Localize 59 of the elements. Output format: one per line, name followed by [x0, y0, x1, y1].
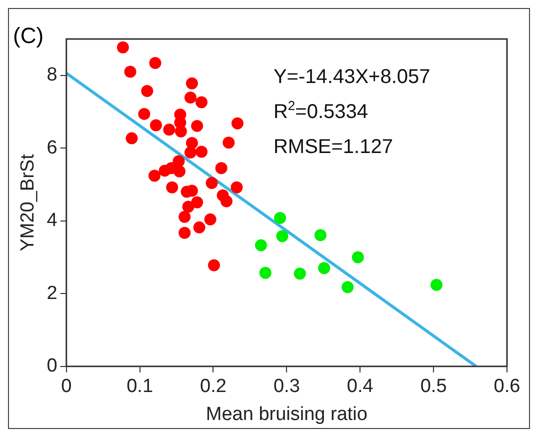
point [184, 92, 196, 104]
point [148, 170, 160, 182]
point [215, 162, 228, 174]
point [149, 57, 162, 70]
point [193, 221, 206, 234]
x-tick-label: 0.4 [346, 376, 374, 398]
x-tick-label: 0.6 [494, 376, 520, 398]
x-tick-label: 0.5 [420, 376, 447, 398]
x-axis-title: Mean bruising ratio [206, 404, 368, 425]
point [124, 66, 136, 78]
point [173, 165, 186, 178]
point [116, 41, 129, 54]
point [430, 278, 442, 291]
y-tick-label: 4 [46, 210, 58, 232]
point [191, 120, 204, 132]
annotation: Y=-14.43X+8.057 [273, 66, 430, 88]
point [186, 77, 198, 90]
y-tick-label: 2 [46, 282, 58, 304]
y-tick-label: 0 [46, 356, 58, 377]
point [141, 85, 154, 98]
point [231, 117, 244, 130]
point [254, 239, 267, 252]
point [276, 230, 288, 242]
point [178, 226, 191, 239]
point [138, 108, 150, 120]
point [342, 281, 354, 294]
x-tick-label: 0.2 [200, 376, 226, 398]
point [174, 125, 187, 138]
point [206, 177, 218, 190]
point [204, 213, 216, 226]
point [178, 210, 191, 223]
point [294, 268, 306, 280]
point [172, 155, 185, 168]
point [230, 181, 243, 194]
y-axis-title: YM20_BrSt [18, 153, 39, 252]
y-tick-label: 6 [46, 137, 58, 158]
chart-title: (C) [13, 23, 44, 48]
point [195, 96, 208, 108]
point [222, 136, 235, 149]
point [166, 181, 178, 194]
point [318, 262, 330, 274]
point [191, 196, 204, 208]
point [126, 132, 138, 144]
point [314, 229, 326, 242]
point [274, 212, 286, 224]
point [163, 124, 176, 136]
annotation: RMSE=1.127 [273, 136, 393, 158]
x-tick-label: 0.3 [273, 376, 300, 398]
x-tick-label: 0 [61, 376, 72, 398]
point [150, 119, 162, 132]
x-tick-label: 0.1 [126, 376, 154, 398]
point [182, 200, 194, 213]
point [352, 251, 364, 264]
point [220, 195, 232, 208]
point [195, 146, 208, 158]
point [259, 266, 272, 279]
point [208, 259, 220, 272]
point [184, 146, 196, 158]
y-tick-label: 8 [46, 64, 58, 86]
